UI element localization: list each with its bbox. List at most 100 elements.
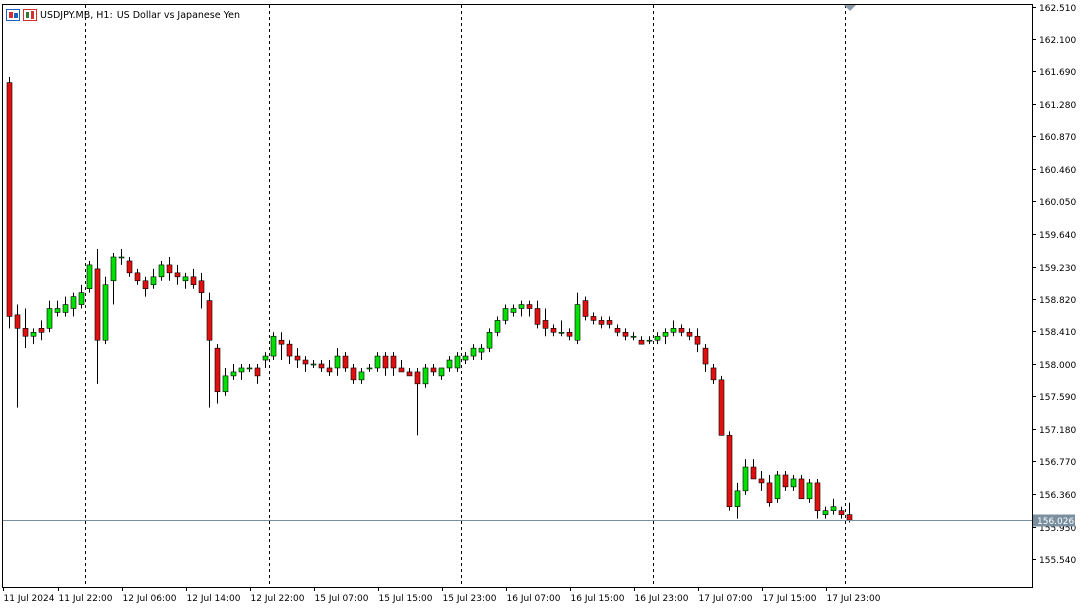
candle-body [718,379,725,436]
y-tick-label: 158.410 [1039,328,1076,338]
candle-body [622,331,629,337]
candle-body [470,347,477,357]
candle-body [758,478,765,484]
candle-body [302,359,309,365]
candle-body [822,510,829,515]
candle-body [414,371,421,385]
candle-body [262,355,269,361]
y-tick-label: 157.590 [1039,393,1076,403]
candle-body [502,308,509,321]
y-tick-label: 159.640 [1039,231,1076,241]
candle-body [534,308,541,325]
candle-body [198,280,205,293]
y-tick-label: 155.540 [1039,556,1076,566]
x-tick-label: 12 Jul 14:00 [187,594,241,604]
plot-frame [2,4,1033,588]
chart-shift-marker-icon[interactable] [844,5,856,11]
candle-body [382,355,389,369]
candle-body [646,339,653,342]
candle-body [574,304,581,341]
candle-body [462,355,469,361]
x-tick-label: 15 Jul 15:00 [379,594,433,604]
y-tick-label: 156.360 [1039,491,1076,501]
candle-body [166,264,173,274]
y-tick-label: 161.280 [1039,101,1076,111]
candle-body [334,355,341,369]
candle-body [630,335,637,338]
candle-body [518,304,525,309]
y-tick-label: 159.230 [1039,264,1076,274]
x-tick-label: 17 Jul 07:00 [699,594,753,604]
candle-body [550,328,557,333]
candle-body [342,355,349,369]
candle-body [710,367,717,381]
candle-body [774,474,781,500]
candle-body [150,276,157,286]
x-tick-label: 11 Jul 2024 [4,594,55,604]
candle-body [734,490,741,507]
candle-body [86,264,93,289]
candle-body [542,320,549,329]
candle-body [126,260,133,274]
candle-body [286,343,293,357]
timeframe-label: H1 [96,9,110,21]
candle-body [6,82,13,317]
y-tick-label: 156.770 [1039,458,1076,468]
candle-body [670,328,677,333]
x-tick-label: 16 Jul 23:00 [635,594,689,604]
candle-body [526,304,533,309]
candle-body [398,367,405,373]
candle-body [246,367,253,370]
candle-body [190,276,197,286]
x-tick-label: 16 Jul 15:00 [571,594,625,604]
candle-body [62,304,69,313]
candle-body [438,367,445,377]
candle-body [454,355,461,369]
candle-body [686,331,693,337]
candle-body [798,478,805,500]
candle-body [278,339,285,345]
candle-body [782,474,789,488]
candle-body [486,331,493,349]
x-tick-label: 17 Jul 15:00 [763,594,817,604]
candle-body [134,272,141,282]
candle-body [838,510,845,515]
candle-body [662,331,669,337]
candle-body [38,328,45,333]
y-tick-label: 157.180 [1039,426,1076,436]
candle-body [326,367,333,373]
candle-body [222,375,229,393]
x-tick-label: 15 Jul 07:00 [315,594,369,604]
candle-body [366,367,373,370]
candle-body [766,482,773,504]
candle-body [566,331,573,337]
y-tick-label: 160.050 [1039,198,1076,208]
candle-body [390,355,397,369]
y-tick-label: 158.000 [1039,361,1076,371]
candle-body [310,363,317,366]
candle-body [614,328,621,333]
candle-body [374,355,381,369]
candle-body [806,482,813,500]
candle-body [270,335,277,357]
bars-icon[interactable] [6,9,20,21]
candle-body [22,328,29,337]
candle-body [846,514,853,521]
candle-body [110,256,117,282]
symbol-label: USDJPY.MB [40,9,91,21]
candle-body [158,264,165,278]
candle-body [358,371,365,381]
candle-body [230,371,237,377]
candle-body [30,331,37,337]
candle-body [726,435,733,507]
calendar-icon[interactable] [23,9,37,21]
candle-body [54,308,61,313]
x-tick-label: 15 Jul 23:00 [443,594,497,604]
candle-body [678,328,685,333]
candle-body [446,359,453,369]
x-tick-label: 17 Jul 23:00 [827,594,881,604]
candle-body [102,284,109,341]
chart-legend: USDJPY.MB, H1: US Dollar vs Japanese Yen [6,8,240,22]
